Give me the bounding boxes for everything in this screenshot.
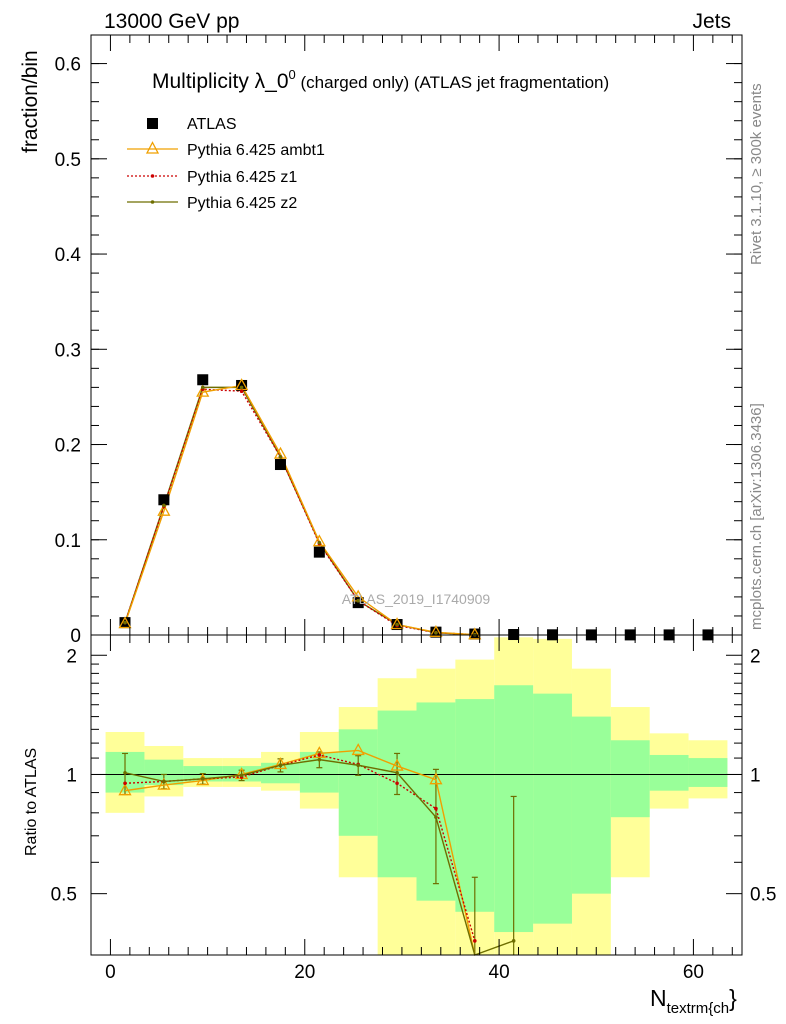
data-point-atlas (197, 374, 209, 386)
y-tick-label: 0.3 (55, 340, 81, 361)
ratio-point-ambt1 (273, 757, 288, 770)
ratio-line-ambt1 (124, 749, 476, 956)
ratio-y-tick-label-right: 0.5 (750, 885, 776, 906)
data-point-atlas (236, 379, 248, 391)
series-line-z1 (124, 388, 475, 636)
data-point-z2 (123, 620, 127, 625)
uncertainty-band-inner (649, 754, 689, 791)
ratio-point-z1 (434, 806, 438, 811)
legend-label-z1: Pythia 6.425 z1 (187, 169, 297, 186)
uncertainty-band-inner (455, 699, 495, 912)
ratio-point-z2 (395, 770, 399, 775)
data-point-ambt1 (196, 384, 210, 397)
data-point-z2 (434, 631, 438, 635)
ratio-point-z2 (317, 757, 322, 762)
ratio-point-z2 (434, 815, 438, 819)
ratio-point-z2 (239, 773, 244, 778)
data-point-atlas (274, 459, 286, 471)
header-jets: Jets (692, 10, 731, 33)
ratio-point-ambt1 (157, 777, 171, 790)
data-point-z2 (278, 455, 283, 459)
data-point-z1 (239, 389, 244, 393)
uncertainty-band-inner (688, 758, 728, 787)
data-point-ambt1 (312, 534, 326, 547)
ratio-point-z2 (511, 939, 516, 943)
data-point-z2 (200, 385, 205, 390)
ratio-y-tick-label: 0.5 (51, 885, 77, 906)
data-point-z2 (317, 540, 322, 545)
data-point-atlas (158, 494, 170, 506)
ratio-point-z1 (317, 753, 322, 757)
x-tick-label: 20 (294, 962, 315, 983)
analysis-watermark: ATLAS_2019_I1740909 (342, 591, 491, 607)
legend-marker-z1 (150, 174, 155, 178)
ratio-point-z2 (162, 779, 166, 784)
ratio-curves-group (118, 743, 517, 956)
ratio-point-ambt1 (312, 746, 326, 759)
ratio-point-ambt1 (118, 783, 132, 796)
uncertainty-band-inner (571, 716, 611, 894)
x-tick-label: 40 (489, 962, 510, 983)
legend-marker-ambt1 (145, 141, 160, 154)
data-point-ambt1 (429, 624, 443, 637)
ratio-point-z2 (278, 763, 283, 768)
data-point-ambt1 (118, 616, 132, 629)
data-point-z2 (395, 622, 399, 627)
side-rivet: Rivet 3.1.10, ≥ 300k events (748, 83, 765, 265)
data-point-z2 (356, 598, 361, 603)
ratio-y-tick-label: 2 (66, 646, 77, 667)
legend-label-ambt1: Pythia 6.425 ambt1 (187, 142, 325, 159)
ratio-y-axis-label: Ratio to ATLAS (23, 748, 40, 856)
ratio-point-z1 (123, 781, 127, 786)
side-mcplots: mcplots.cern.ch [arXiv:1306.3436] (748, 403, 765, 630)
ratio-point-ambt1 (351, 743, 365, 756)
y-tick-label: 0.4 (55, 245, 82, 266)
y-tick-label: 0 (70, 626, 81, 647)
data-point-atlas (313, 546, 325, 558)
uncertainty-band-inner (338, 729, 378, 836)
axis-ticks: 0 0.1 0.2 0.3 0.4 0.5 0.6 0 20 40 60 0.5 0.5 1 1 2 2 (51, 35, 776, 983)
y-tick-label: 0.5 (55, 150, 81, 171)
ratio-point-z1 (395, 781, 399, 786)
legend-marker-z2 (150, 200, 155, 204)
y-tick-label: 0.2 (55, 436, 81, 457)
ratio-point-z2 (356, 763, 361, 768)
y-tick-label: 0.6 (55, 55, 81, 76)
x-tick-label: 60 (683, 962, 704, 983)
data-point-ambt1 (157, 503, 171, 516)
ratio-point-ambt1 (429, 772, 443, 785)
ratio-y-tick-label-right: 1 (750, 765, 761, 786)
y-axis-label: fraction/bin (19, 50, 42, 153)
data-point-z2 (162, 503, 166, 508)
uncertainty-band-inner (533, 693, 572, 924)
ratio-point-z2 (123, 770, 127, 775)
legend: ATLAS Pythia 6.425 ambt1 Pythia 6.425 z1… (127, 116, 325, 212)
chart-title: Multiplicity λ_00 (charged only) (ATLAS … (152, 67, 609, 93)
legend-label-atlas: ATLAS (187, 116, 237, 133)
legend-label-z2: Pythia 6.425 z2 (187, 195, 297, 212)
y-tick-label: 0.1 (55, 531, 81, 552)
data-point-ambt1 (468, 627, 482, 640)
ratio-frame (90, 634, 743, 956)
data-point-ambt1 (390, 617, 404, 630)
ratio-line-z1 (124, 754, 476, 942)
data-point-atlas (352, 597, 364, 609)
legend-marker-atlas (147, 118, 158, 129)
ratio-point-ambt1 (390, 758, 404, 771)
x-tick-label: 0 (105, 962, 116, 983)
ratio-point-z1 (472, 939, 477, 943)
uncertainty-band-inner (610, 740, 650, 818)
x-axis-label: Ntextrm{ch} (650, 985, 737, 1017)
ratio-y-tick-label-right: 2 (750, 646, 761, 667)
series-line-ambt1 (124, 384, 475, 636)
header-energy: 13000 GeV pp (104, 10, 239, 33)
ratio-y-tick-label: 1 (66, 765, 77, 786)
ratio-point-z2 (200, 777, 205, 781)
data-point-z2 (239, 385, 244, 390)
